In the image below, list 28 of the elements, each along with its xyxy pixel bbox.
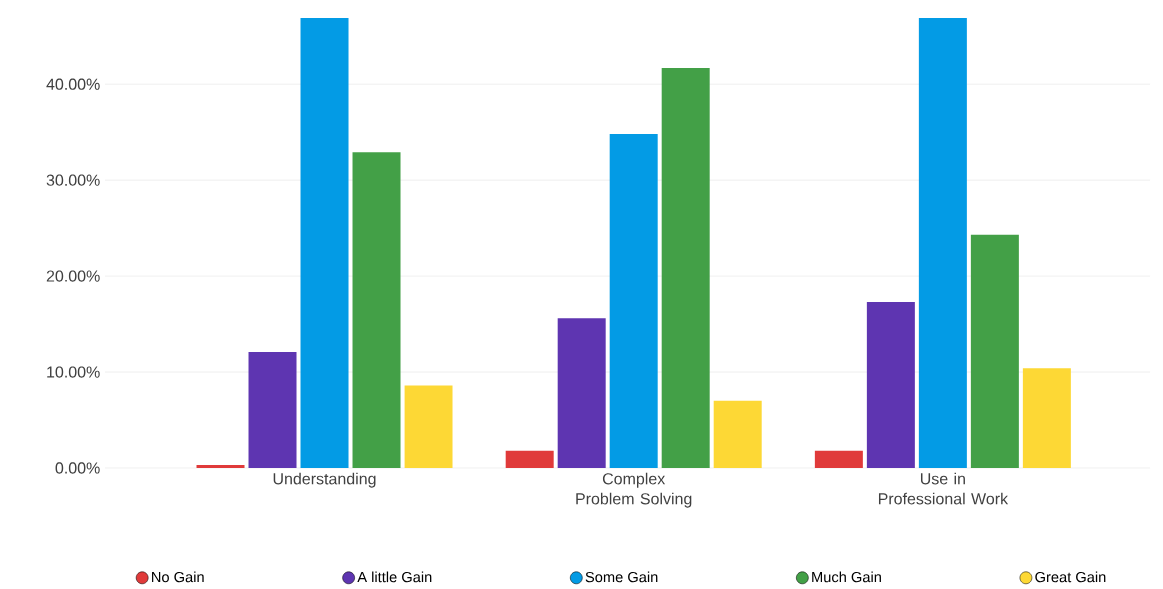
y-tick-label: 30.00% — [46, 174, 100, 186]
bar — [661, 67, 710, 468]
bar — [248, 351, 297, 468]
y-tick-label: 40.00% — [46, 78, 100, 90]
bar — [196, 465, 245, 468]
legend-label: Much Gain — [812, 571, 881, 583]
legend-label: A little Gain — [357, 571, 432, 583]
bar — [970, 234, 1019, 468]
y-tick-label: 20.00% — [46, 270, 100, 282]
x-tick-label: Complex Problem Solving — [576, 472, 692, 508]
bar — [352, 152, 401, 468]
bar — [300, 17, 349, 468]
bar — [1022, 368, 1071, 468]
bar — [814, 450, 863, 468]
y-tick-label: 0.00% — [55, 462, 100, 474]
legend-label: No Gain — [152, 571, 204, 583]
bar — [609, 134, 658, 468]
x-tick-label: Understanding — [273, 472, 376, 488]
bar — [866, 302, 915, 468]
bar — [557, 318, 606, 468]
y-tick-label: 10.00% — [47, 366, 100, 378]
x-tick-label: Use in Professional Work — [878, 472, 1009, 505]
legend-label: Some Gain — [585, 571, 658, 583]
bar — [505, 450, 554, 468]
bar — [404, 385, 453, 468]
bar — [918, 17, 967, 468]
legend-label: Great Gain — [1035, 571, 1106, 583]
bar — [713, 400, 762, 468]
